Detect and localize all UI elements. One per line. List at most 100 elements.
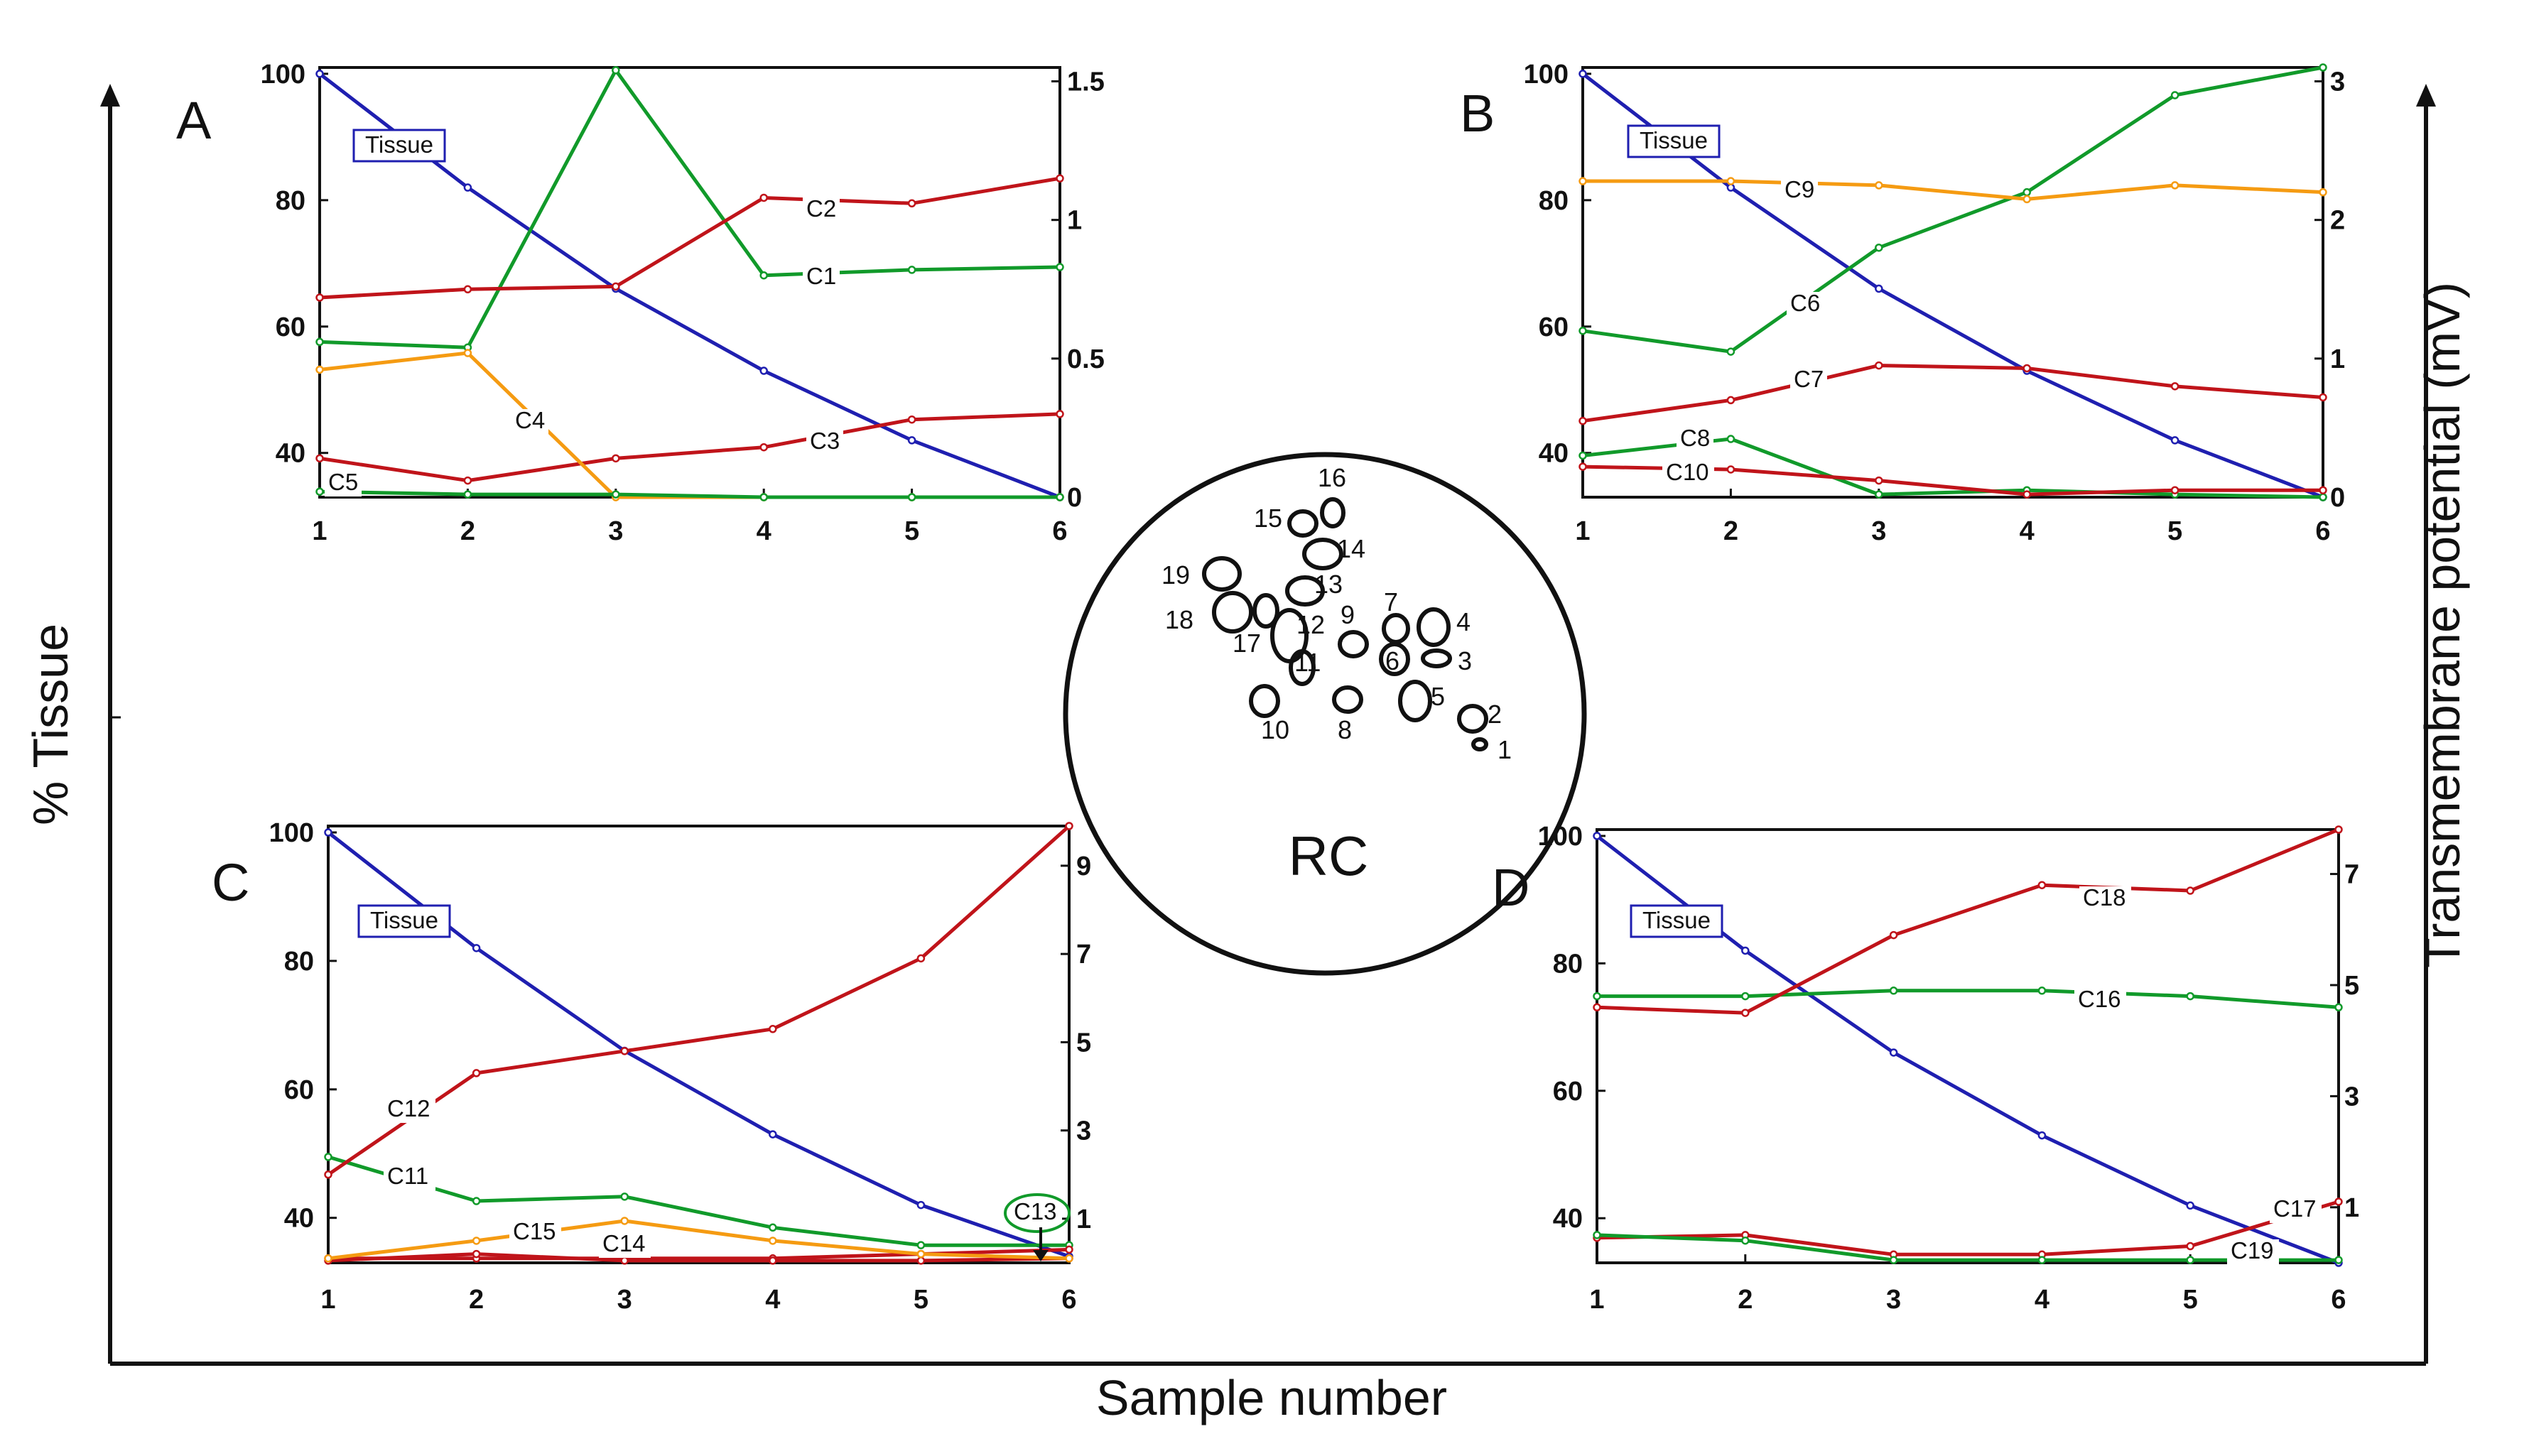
cell-outline — [1287, 509, 1318, 538]
left-tick-label: 100 — [261, 60, 305, 89]
series-label-bg — [1677, 427, 1713, 452]
cell-outline — [1398, 680, 1432, 722]
left-tick-label: 80 — [284, 947, 314, 977]
panel-c: C1 2 3 4 5 610080604097531C11C12C13C14C15Tiss… — [212, 818, 1091, 1315]
series-label-c12: C12 — [387, 1095, 430, 1121]
series-label-c2: C2 — [806, 195, 836, 222]
data-point-c10 — [2022, 490, 2031, 499]
data-point-c19 — [1741, 1236, 1750, 1245]
series-label-bg — [599, 1232, 651, 1258]
data-point-c18 — [1741, 1009, 1750, 1017]
panel-letter: C — [212, 853, 249, 912]
right-tick-label: 0 — [1067, 483, 1082, 513]
data-point-c12 — [324, 1170, 332, 1179]
data-point-c5 — [463, 490, 472, 499]
tissue-legend-label: Tissue — [1642, 907, 1711, 933]
cell-number: 8 — [1338, 715, 1352, 744]
data-point-c4 — [463, 349, 472, 357]
series-label-c6: C6 — [1790, 290, 1820, 316]
series-label-c14: C14 — [602, 1230, 646, 1256]
series-label-bg — [1787, 292, 1824, 317]
data-point-c19 — [1593, 1231, 1601, 1239]
data-point-tissue — [1875, 284, 1883, 293]
cell-outline — [1320, 497, 1345, 528]
left-tick-label: 80 — [1553, 949, 1583, 979]
data-point-c3 — [759, 442, 768, 452]
series-label-bg — [1010, 1200, 1062, 1226]
x-tick-label: 3 — [608, 516, 623, 546]
series-label-bg — [1790, 368, 1827, 393]
rc-cell-outlines — [1202, 497, 1488, 751]
data-point-c17 — [2334, 1197, 2343, 1206]
cell-number: 10 — [1261, 715, 1289, 744]
cell-number: 14 — [1337, 534, 1365, 563]
data-point-tissue — [1593, 832, 1601, 840]
cell-outline — [1457, 704, 1488, 734]
cell-outline — [1285, 575, 1325, 607]
data-point-tissue — [2170, 436, 2179, 445]
c13-highlight-ellipse — [1004, 1193, 1071, 1233]
chart-panels: A1 2 3 4 5 61008060401.510.50C1C2C3C4C5Tissue… — [176, 60, 2359, 1315]
series-line-tissue — [318, 72, 1061, 499]
right-tick-label: 1.5 — [1067, 67, 1105, 97]
plot-frame — [1581, 66, 2324, 499]
cell-number: 2 — [1488, 700, 1502, 729]
panel-letter: B — [1460, 84, 1495, 143]
cell-outline — [1379, 642, 1410, 676]
cell-number: 11 — [1294, 648, 1321, 677]
right-axis-arrowhead — [2416, 84, 2436, 107]
data-point-c19 — [2334, 1256, 2343, 1264]
series-label-bg — [803, 197, 840, 223]
x-tick-label: 6 — [2315, 516, 2330, 546]
cell-outline — [1302, 538, 1343, 570]
data-point-c10 — [1726, 465, 1735, 474]
data-point-c18 — [1889, 930, 1898, 940]
tissue-legend-box — [352, 129, 446, 163]
series-label-bg — [511, 409, 548, 435]
data-point-c3 — [463, 476, 472, 485]
series-label-bg — [2270, 1197, 2322, 1223]
data-point-c15 — [916, 1249, 926, 1259]
series-line-c3 — [319, 412, 1061, 483]
cell-number: 19 — [1161, 560, 1190, 590]
x-tick-label: 6 — [2331, 1285, 2346, 1315]
right-tick-label: 7 — [1076, 940, 1091, 969]
right-tick-label: 1 — [1067, 206, 1082, 236]
x-tick-label: 2 — [469, 1285, 484, 1315]
series-line-c19 — [1596, 1233, 2339, 1262]
tissue-legend-label: Tissue — [370, 907, 438, 933]
x-tick-label: 1 — [1589, 1285, 1604, 1315]
left-tick-label: 40 — [276, 439, 305, 469]
left-tick-label: 100 — [1538, 822, 1583, 852]
data-point-c12 — [620, 1047, 629, 1055]
cell-number: 16 — [1318, 463, 1346, 492]
data-point-c10 — [1578, 462, 1587, 471]
outer-axes: Sample number % Tissue Transmembrane pot… — [23, 84, 2470, 1425]
left-tick-label: 100 — [269, 818, 314, 848]
series-label-bg — [2074, 988, 2126, 1014]
series-label-c1: C1 — [806, 263, 836, 289]
left-tick-label: 40 — [284, 1204, 314, 1234]
data-point-c3 — [315, 454, 324, 463]
cell-outline — [1270, 608, 1309, 663]
data-point-c14 — [472, 1249, 481, 1259]
series-line-c2 — [319, 176, 1061, 300]
x-tick-label: 1 — [320, 1285, 335, 1315]
cell-outline — [1252, 593, 1279, 629]
right-tick-label: 0 — [2330, 483, 2345, 513]
c13-arrow-head — [1033, 1250, 1049, 1261]
data-point-c14 — [620, 1256, 629, 1265]
cell-number: 6 — [1385, 646, 1399, 675]
series-label-c11: C11 — [387, 1163, 428, 1189]
data-point-c15 — [620, 1217, 629, 1225]
series-label-c18: C18 — [2083, 884, 2126, 911]
series-label-bg — [325, 471, 362, 496]
series-line-c6 — [1582, 65, 2324, 354]
data-point-tissue — [1889, 1048, 1898, 1057]
left-tick-label: 60 — [284, 1075, 314, 1105]
cell-outline — [1338, 630, 1369, 658]
data-point-c2 — [463, 285, 472, 294]
tissue-legend-box — [1630, 904, 1723, 938]
data-point-tissue — [769, 1130, 777, 1139]
series-line-c9 — [1583, 179, 2324, 201]
